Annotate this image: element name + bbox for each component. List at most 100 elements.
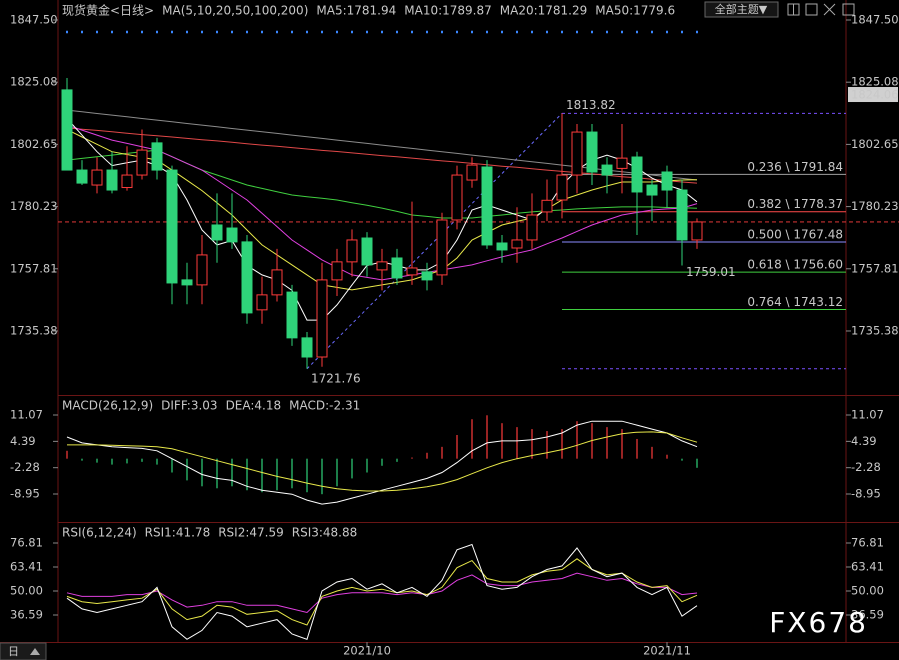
series-line xyxy=(66,543,698,640)
legend-label: MA(5,10,20,50,100,200) xyxy=(162,4,308,18)
candle-body xyxy=(601,164,613,176)
y-tick-label: 36.59 xyxy=(10,607,43,621)
candle-body xyxy=(631,156,643,193)
legend-label: MA20:1781.29 xyxy=(500,4,588,18)
y-tick-label: 50.00 xyxy=(851,583,884,597)
candle-body xyxy=(406,267,418,276)
y-tick-label: -8.95 xyxy=(851,486,881,500)
candle-body xyxy=(481,166,493,246)
candle-body xyxy=(196,254,208,286)
candle-body xyxy=(691,221,703,241)
candle-body xyxy=(106,169,118,191)
y-tick-label: 76.81 xyxy=(851,536,884,550)
candle-body xyxy=(346,239,358,263)
x-tick-label: 2021/11 xyxy=(643,644,691,658)
candle-body xyxy=(211,224,223,241)
close-button[interactable] xyxy=(823,3,836,16)
theme-button[interactable] xyxy=(704,1,779,18)
legend-label: MACD(26,12,9) xyxy=(62,399,153,413)
candle-body xyxy=(376,261,388,271)
y-tick-label: 63.41 xyxy=(851,559,884,573)
period-arrow[interactable] xyxy=(30,648,40,655)
candle-body xyxy=(421,271,433,281)
y-tick-label: 1847.50 xyxy=(10,13,58,27)
candle-body xyxy=(391,257,403,279)
legend-label: DEA:4.18 xyxy=(226,399,282,413)
y-tick-label: 11.07 xyxy=(10,408,43,422)
price-annotation: 1813.82 xyxy=(566,98,616,112)
candle-body xyxy=(241,241,253,314)
candle-body xyxy=(61,89,73,171)
period-tab[interactable] xyxy=(0,642,47,660)
candle-body xyxy=(466,164,478,181)
fib-label: 0.236 \ 1791.84 xyxy=(747,160,843,174)
price-marker-label: 1824.06 xyxy=(851,88,899,102)
candle-body xyxy=(616,157,628,169)
watermark: FX678 xyxy=(769,606,868,639)
candle-body xyxy=(181,279,193,286)
candle-body xyxy=(271,269,283,296)
candle-body xyxy=(256,294,268,311)
y-tick-label: -8.95 xyxy=(10,486,40,500)
legend-label: RSI3:48.88 xyxy=(292,526,358,540)
y-tick-label: 1735.38 xyxy=(10,323,58,337)
candle-body xyxy=(76,169,88,184)
y-tick-label: 1757.81 xyxy=(851,261,899,275)
candle-body xyxy=(526,214,538,241)
y-tick-label: 1780.23 xyxy=(851,199,899,213)
period-label[interactable]: 日 xyxy=(8,645,19,658)
y-tick-label: 50.00 xyxy=(10,583,43,597)
candle-body xyxy=(496,242,508,251)
candle-body xyxy=(121,174,133,189)
candle-body xyxy=(661,171,673,191)
legend-label: MA5:1781.94 xyxy=(316,4,396,18)
legend-label: 现货黄金<日线> xyxy=(62,3,154,18)
candle-body xyxy=(301,337,313,358)
candle-body xyxy=(151,142,163,171)
fib-label: 0.618 \ 1756.60 xyxy=(747,258,843,272)
price-annotation: 1721.76 xyxy=(311,371,361,385)
icon-button[interactable] xyxy=(805,3,818,16)
candle-body xyxy=(571,131,583,176)
y-tick-label: -2.28 xyxy=(10,460,40,474)
candle-body xyxy=(361,237,373,266)
legend-label: RSI(6,12,24) xyxy=(62,526,137,540)
legend-label: MACD:-2.31 xyxy=(289,399,360,413)
y-tick-label: 4.39 xyxy=(10,434,36,448)
y-tick-label: 1735.38 xyxy=(851,323,899,337)
legend-label: RSI2:47.59 xyxy=(218,526,284,540)
fib-trend-line xyxy=(306,113,563,370)
candle-body xyxy=(646,184,658,196)
candle-body xyxy=(136,149,148,176)
y-tick-label: 1802.65 xyxy=(851,137,899,151)
y-tick-label: 4.39 xyxy=(851,434,877,448)
candle-body xyxy=(511,239,523,249)
series-line xyxy=(66,558,698,626)
candle-body xyxy=(676,189,688,241)
candle-body xyxy=(166,169,178,284)
y-tick-label: 63.41 xyxy=(10,559,43,573)
y-tick-label: 36.59 xyxy=(851,607,884,621)
candle-body xyxy=(586,131,598,173)
theme-button-label[interactable]: 全部主题▼ xyxy=(715,2,768,16)
icon-button[interactable] xyxy=(842,3,855,16)
frame xyxy=(0,0,899,643)
y-tick-label: 1825.08 xyxy=(10,75,58,89)
y-tick-label: 76.81 xyxy=(10,536,43,550)
candle-body xyxy=(331,261,343,281)
series-line xyxy=(67,431,698,492)
candle-body xyxy=(541,199,553,213)
y-tick-label: 1757.81 xyxy=(10,261,58,275)
y-tick-label: 1825.08 xyxy=(851,75,899,89)
candle-body xyxy=(226,227,238,243)
toolbar: 全部主题▼ xyxy=(704,1,855,18)
fib-label: 0.382 \ 1778.37 xyxy=(747,197,843,211)
candle-body xyxy=(316,279,328,358)
y-tick-label: 11.07 xyxy=(851,408,884,422)
y-tick-label: 1780.23 xyxy=(10,199,58,213)
y-tick-label: 1847.50 xyxy=(851,13,899,27)
x-tick-label: 2021/10 xyxy=(343,644,391,658)
price-annotation: 1759.01 xyxy=(686,265,736,279)
